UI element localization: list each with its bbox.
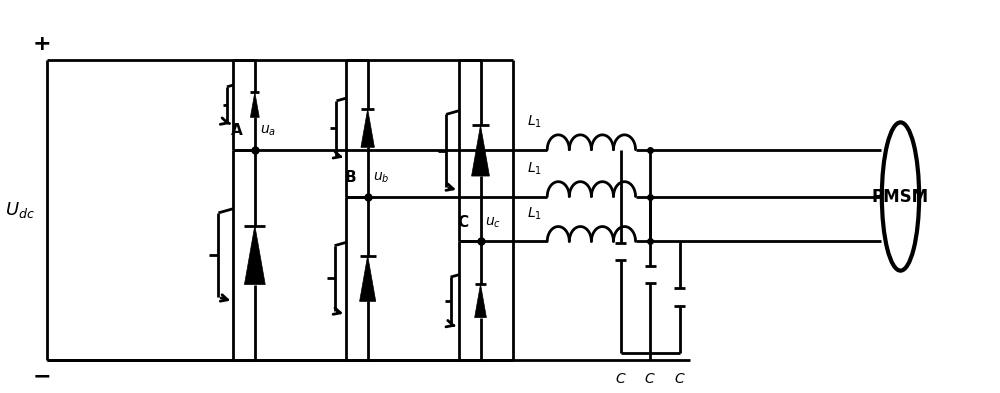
Polygon shape: [244, 226, 265, 285]
Text: $C$: $C$: [674, 372, 686, 386]
Text: $U_{dc}$: $U_{dc}$: [5, 200, 35, 220]
Text: A: A: [231, 123, 243, 138]
Text: $u_b$: $u_b$: [373, 171, 389, 185]
Text: C: C: [457, 215, 468, 230]
Polygon shape: [250, 92, 259, 118]
Text: PMSM: PMSM: [872, 187, 929, 206]
Text: $u_c$: $u_c$: [485, 215, 501, 230]
Text: +: +: [33, 34, 51, 54]
Text: $C$: $C$: [644, 372, 656, 386]
Text: $u_a$: $u_a$: [260, 123, 276, 138]
Polygon shape: [360, 255, 376, 301]
Text: −: −: [33, 366, 51, 386]
Text: $L_1$: $L_1$: [527, 161, 542, 177]
Polygon shape: [361, 109, 374, 147]
Text: $L_1$: $L_1$: [527, 206, 542, 222]
Text: $C$: $C$: [615, 372, 627, 386]
Polygon shape: [475, 284, 486, 318]
Polygon shape: [472, 125, 489, 176]
Text: $L_1$: $L_1$: [527, 114, 542, 130]
Text: B: B: [344, 170, 356, 185]
